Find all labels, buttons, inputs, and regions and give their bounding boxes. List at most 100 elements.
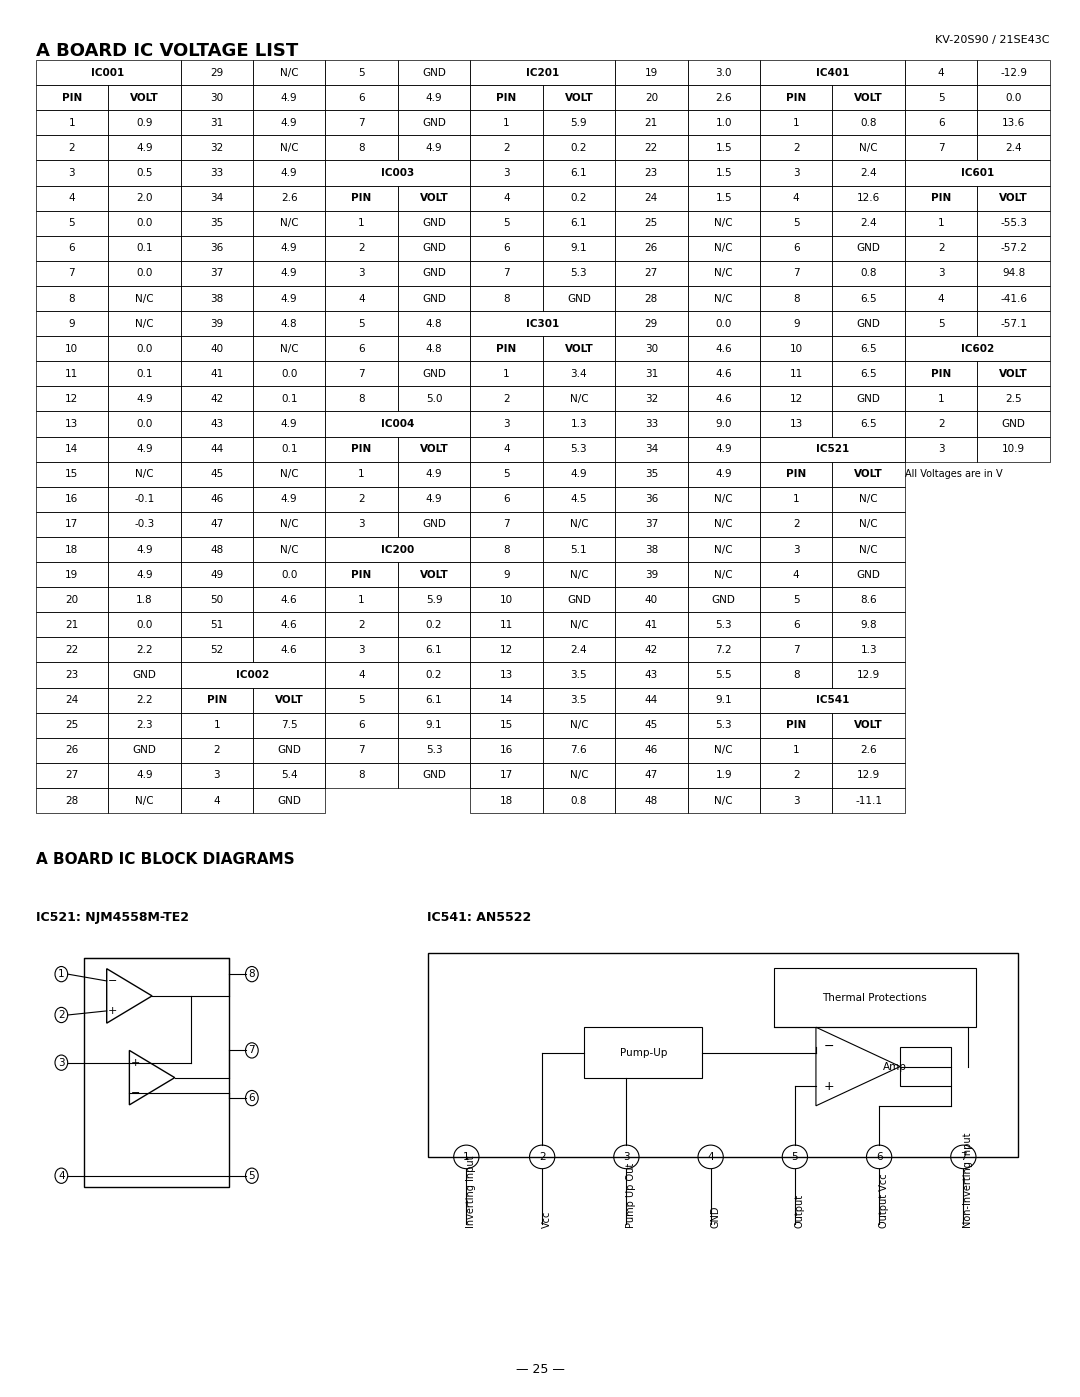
Text: 0.2: 0.2 bbox=[426, 620, 443, 630]
Text: 4.6: 4.6 bbox=[715, 394, 732, 404]
Text: GND: GND bbox=[422, 520, 446, 529]
Text: 1: 1 bbox=[793, 495, 799, 504]
Text: N/C: N/C bbox=[715, 746, 733, 756]
Text: GND: GND bbox=[278, 795, 301, 806]
Text: 2.5: 2.5 bbox=[1005, 394, 1022, 404]
Text: N/C: N/C bbox=[135, 319, 153, 328]
Text: GND: GND bbox=[133, 671, 157, 680]
Text: 4.9: 4.9 bbox=[281, 495, 297, 504]
Text: 5.4: 5.4 bbox=[281, 770, 297, 781]
Text: 24: 24 bbox=[645, 193, 658, 203]
Text: 18: 18 bbox=[500, 795, 513, 806]
Text: 13: 13 bbox=[789, 419, 802, 429]
Text: IC301: IC301 bbox=[526, 319, 559, 328]
Text: 4.9: 4.9 bbox=[281, 92, 297, 103]
Text: 12: 12 bbox=[65, 394, 79, 404]
Text: — 25 —: — 25 — bbox=[515, 1363, 565, 1376]
Text: 6.5: 6.5 bbox=[861, 344, 877, 353]
Text: 4: 4 bbox=[359, 293, 365, 303]
Text: 1.9: 1.9 bbox=[715, 770, 732, 781]
Text: 19: 19 bbox=[65, 570, 79, 580]
Text: 10: 10 bbox=[500, 595, 513, 605]
Text: 31: 31 bbox=[645, 369, 658, 379]
Text: 25: 25 bbox=[645, 218, 658, 228]
Text: +: + bbox=[823, 1080, 834, 1092]
Text: 2.4: 2.4 bbox=[570, 645, 588, 655]
Text: 8: 8 bbox=[503, 545, 510, 555]
Text: 3: 3 bbox=[503, 168, 510, 177]
Text: 4: 4 bbox=[707, 1153, 714, 1162]
Text: 5: 5 bbox=[68, 218, 76, 228]
Text: 5: 5 bbox=[793, 595, 799, 605]
Text: 1.0: 1.0 bbox=[716, 117, 732, 127]
Text: 5.9: 5.9 bbox=[570, 117, 588, 127]
Text: 9.1: 9.1 bbox=[570, 243, 588, 253]
Text: 5.3: 5.3 bbox=[715, 721, 732, 731]
Text: 20: 20 bbox=[65, 595, 79, 605]
Text: 6.5: 6.5 bbox=[861, 419, 877, 429]
Text: 1: 1 bbox=[359, 469, 365, 479]
Text: 7: 7 bbox=[248, 1045, 255, 1055]
Text: 4.9: 4.9 bbox=[715, 444, 732, 454]
Text: Thermal Protections: Thermal Protections bbox=[823, 993, 928, 1003]
Text: N/C: N/C bbox=[715, 570, 733, 580]
Text: 0.0: 0.0 bbox=[136, 268, 152, 278]
Text: 39: 39 bbox=[645, 570, 658, 580]
Text: 4.9: 4.9 bbox=[281, 243, 297, 253]
Text: 1: 1 bbox=[463, 1153, 470, 1162]
Text: 7: 7 bbox=[503, 268, 510, 278]
Bar bbox=[901, 1046, 950, 1087]
Text: 12.9: 12.9 bbox=[858, 671, 880, 680]
Text: 44: 44 bbox=[645, 696, 658, 705]
Text: 11: 11 bbox=[789, 369, 802, 379]
Text: 4.9: 4.9 bbox=[426, 92, 443, 103]
Text: 4: 4 bbox=[503, 444, 510, 454]
Bar bbox=[84, 958, 229, 1186]
Text: 7: 7 bbox=[503, 520, 510, 529]
Text: 5: 5 bbox=[503, 218, 510, 228]
Text: 7: 7 bbox=[793, 645, 799, 655]
Text: 10: 10 bbox=[789, 344, 802, 353]
Text: 1: 1 bbox=[359, 218, 365, 228]
Text: 5: 5 bbox=[359, 696, 365, 705]
Text: 14: 14 bbox=[500, 696, 513, 705]
Text: VOLT: VOLT bbox=[999, 369, 1028, 379]
Text: 11: 11 bbox=[65, 369, 79, 379]
Text: N/C: N/C bbox=[569, 520, 589, 529]
Text: PIN: PIN bbox=[931, 369, 951, 379]
Text: 14: 14 bbox=[65, 444, 79, 454]
Text: 1: 1 bbox=[503, 369, 510, 379]
Text: PIN: PIN bbox=[351, 444, 372, 454]
Text: 0.9: 0.9 bbox=[136, 117, 152, 127]
Text: GND: GND bbox=[422, 770, 446, 781]
Text: 0.0: 0.0 bbox=[136, 218, 152, 228]
Text: 6: 6 bbox=[248, 1092, 255, 1104]
Text: 6: 6 bbox=[359, 721, 365, 731]
Text: 10: 10 bbox=[65, 344, 79, 353]
Text: 1.5: 1.5 bbox=[715, 193, 732, 203]
Text: 1.3: 1.3 bbox=[861, 645, 877, 655]
Text: 8: 8 bbox=[503, 293, 510, 303]
Text: 1: 1 bbox=[793, 117, 799, 127]
Text: 8: 8 bbox=[359, 394, 365, 404]
Text: IC521: IC521 bbox=[815, 444, 849, 454]
Text: 7: 7 bbox=[793, 268, 799, 278]
Text: 6: 6 bbox=[359, 92, 365, 103]
Text: PIN: PIN bbox=[786, 92, 807, 103]
Text: 3: 3 bbox=[58, 1058, 65, 1067]
Text: 0.8: 0.8 bbox=[861, 268, 877, 278]
Text: 1: 1 bbox=[503, 117, 510, 127]
Text: 26: 26 bbox=[645, 243, 658, 253]
Text: 0.1: 0.1 bbox=[136, 369, 152, 379]
Text: N/C: N/C bbox=[569, 394, 589, 404]
Text: 6: 6 bbox=[503, 495, 510, 504]
Text: N/C: N/C bbox=[715, 520, 733, 529]
Text: Pump Up Out: Pump Up Out bbox=[626, 1162, 636, 1228]
Text: GND: GND bbox=[278, 746, 301, 756]
Text: GND: GND bbox=[711, 1206, 720, 1228]
Text: 29: 29 bbox=[211, 67, 224, 78]
Text: 3.5: 3.5 bbox=[570, 696, 588, 705]
Text: 32: 32 bbox=[645, 394, 658, 404]
Text: IC541: AN5522: IC541: AN5522 bbox=[427, 911, 531, 923]
Text: N/C: N/C bbox=[569, 770, 589, 781]
